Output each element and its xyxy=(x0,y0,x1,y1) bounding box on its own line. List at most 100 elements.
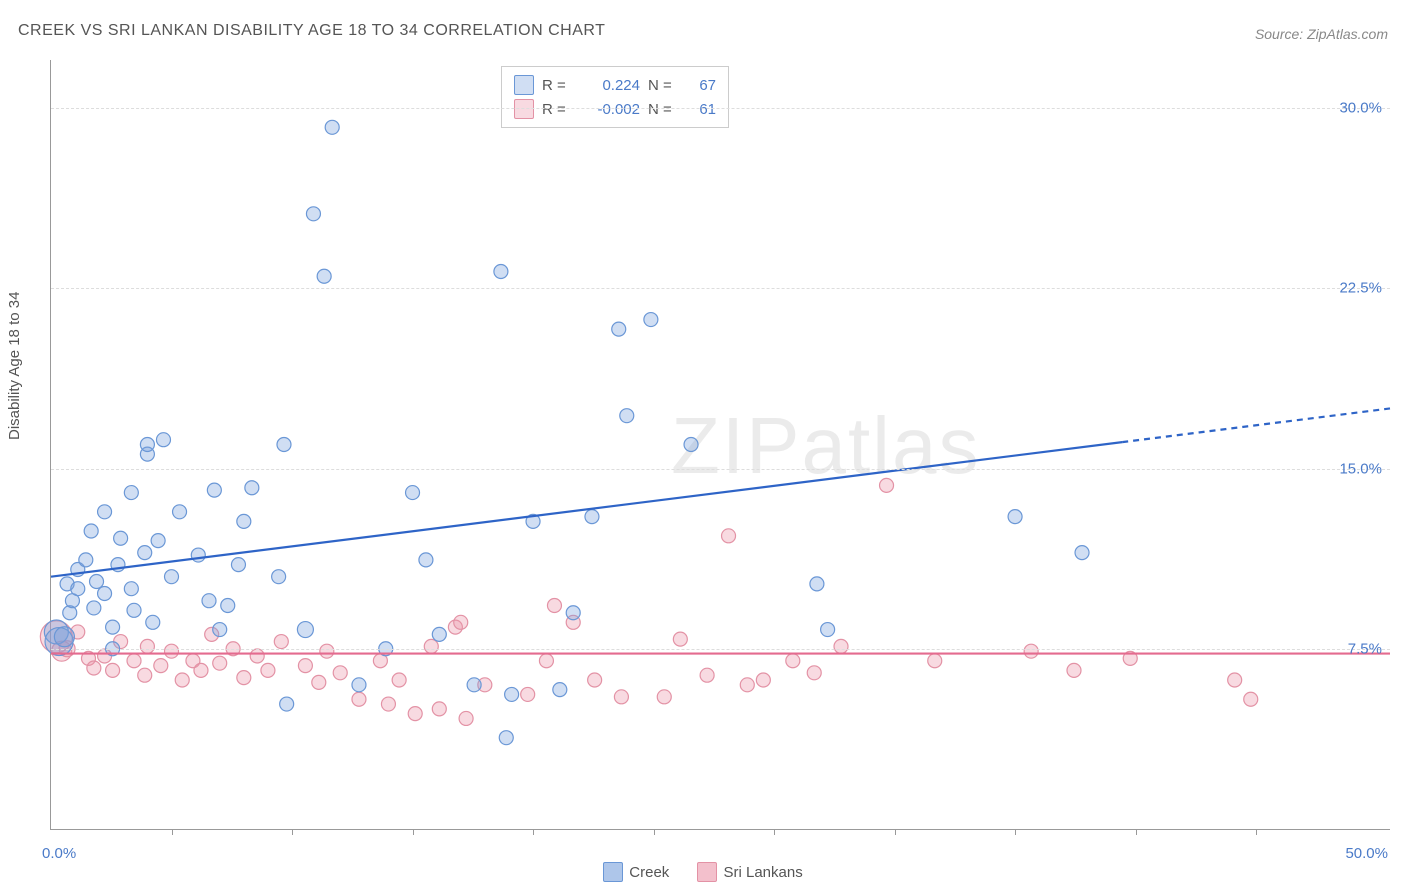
data-point xyxy=(320,644,334,658)
legend-label: Sri Lankans xyxy=(723,864,802,881)
series-swatch xyxy=(603,862,623,882)
gridline xyxy=(51,469,1390,470)
data-point xyxy=(352,678,366,692)
data-point xyxy=(406,486,420,500)
y-axis-label: Disability Age 18 to 34 xyxy=(6,292,23,440)
data-point xyxy=(165,570,179,584)
data-point xyxy=(521,687,535,701)
gridline xyxy=(51,108,1390,109)
data-point xyxy=(684,438,698,452)
trend-line xyxy=(51,442,1122,577)
data-point xyxy=(810,577,824,591)
x-tick xyxy=(774,829,775,835)
legend-item: Sri Lankans xyxy=(697,862,802,882)
data-point xyxy=(620,409,634,423)
data-point xyxy=(175,673,189,687)
data-point xyxy=(213,656,227,670)
data-point xyxy=(740,678,754,692)
data-point xyxy=(352,692,366,706)
data-point xyxy=(127,603,141,617)
data-point xyxy=(1244,692,1258,706)
data-point xyxy=(54,627,74,647)
data-point xyxy=(807,666,821,680)
data-point xyxy=(467,678,481,692)
legend-label: Creek xyxy=(629,864,669,881)
data-point xyxy=(272,570,286,584)
gridline xyxy=(51,649,1390,650)
plot-area: ZIPatlas R = 0.224 N = 67 R = -0.002 N =… xyxy=(50,60,1390,830)
data-point xyxy=(138,546,152,560)
data-point xyxy=(106,620,120,634)
series-swatch xyxy=(697,862,717,882)
data-point xyxy=(392,673,406,687)
data-point xyxy=(191,548,205,562)
x-tick xyxy=(292,829,293,835)
data-point xyxy=(140,438,154,452)
x-tick xyxy=(654,829,655,835)
data-point xyxy=(154,659,168,673)
data-point xyxy=(614,690,628,704)
x-tick xyxy=(533,829,534,835)
x-tick xyxy=(172,829,173,835)
data-point xyxy=(79,553,93,567)
data-point xyxy=(165,644,179,658)
x-tick xyxy=(1136,829,1137,835)
data-point xyxy=(127,654,141,668)
data-point xyxy=(140,639,154,653)
data-point xyxy=(317,269,331,283)
data-point xyxy=(280,697,294,711)
data-point xyxy=(1008,510,1022,524)
data-point xyxy=(245,481,259,495)
y-tick-label: 15.0% xyxy=(1339,460,1382,477)
data-point xyxy=(138,668,152,682)
data-point xyxy=(84,524,98,538)
x-tick xyxy=(1015,829,1016,835)
gridline xyxy=(51,288,1390,289)
data-point xyxy=(297,622,313,638)
data-point xyxy=(1067,663,1081,677)
x-axis-max-label: 50.0% xyxy=(1345,845,1388,862)
chart-title: CREEK VS SRI LANKAN DISABILITY AGE 18 TO… xyxy=(18,22,605,40)
data-point xyxy=(146,615,160,629)
data-point xyxy=(124,486,138,500)
data-point xyxy=(274,635,288,649)
data-point xyxy=(880,478,894,492)
data-point xyxy=(114,531,128,545)
data-point xyxy=(547,599,561,613)
data-point xyxy=(90,574,104,588)
data-point xyxy=(261,663,275,677)
data-point xyxy=(277,438,291,452)
data-point xyxy=(312,675,326,689)
data-point xyxy=(553,683,567,697)
data-point xyxy=(644,313,658,327)
data-point xyxy=(505,687,519,701)
data-point xyxy=(700,668,714,682)
source-attribution: Source: ZipAtlas.com xyxy=(1255,26,1388,42)
data-point xyxy=(786,654,800,668)
scatter-svg xyxy=(51,60,1390,829)
data-point xyxy=(306,207,320,221)
data-point xyxy=(237,514,251,528)
data-point xyxy=(928,654,942,668)
data-point xyxy=(237,671,251,685)
legend-item: Creek xyxy=(603,862,669,882)
data-point xyxy=(419,553,433,567)
data-point xyxy=(459,711,473,725)
data-point xyxy=(156,433,170,447)
x-tick xyxy=(895,829,896,835)
data-point xyxy=(494,264,508,278)
data-point xyxy=(231,558,245,572)
data-point xyxy=(333,666,347,680)
data-point xyxy=(834,639,848,653)
trend-line-extrapolated xyxy=(1122,408,1390,442)
data-point xyxy=(454,615,468,629)
data-point xyxy=(673,632,687,646)
chart-container: CREEK VS SRI LANKAN DISABILITY AGE 18 TO… xyxy=(0,0,1406,892)
data-point xyxy=(194,663,208,677)
data-point xyxy=(87,601,101,615)
data-point xyxy=(207,483,221,497)
data-point xyxy=(432,702,446,716)
y-tick-label: 7.5% xyxy=(1348,640,1382,657)
data-point xyxy=(424,639,438,653)
data-point xyxy=(408,707,422,721)
